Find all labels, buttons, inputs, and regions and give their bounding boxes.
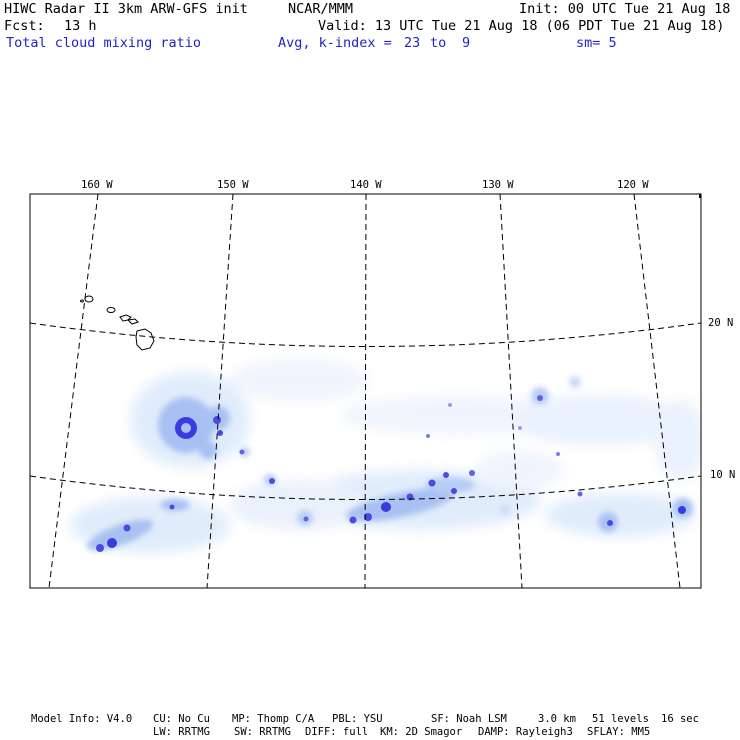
footer-resolution: 3.0 km bbox=[538, 713, 576, 725]
fcst-value: 13 h bbox=[64, 18, 97, 34]
fcst-label: Fcst: bbox=[4, 18, 45, 34]
lon-label-160w: 160 W bbox=[81, 179, 113, 191]
graticule-meridians bbox=[48, 194, 681, 588]
hawaii-islands bbox=[80, 295, 155, 351]
init-time: Init: 00 UTC Tue 21 Aug 18 bbox=[519, 1, 731, 17]
footer-sw: SW: RRTMG bbox=[234, 726, 291, 738]
footer-cu: CU: No Cu bbox=[153, 713, 210, 725]
k-index-to-word: to bbox=[430, 35, 447, 51]
lon-label-120w: 120 W bbox=[617, 179, 649, 191]
graticule-parallels bbox=[30, 322, 701, 500]
footer-damp: DAMP: Rayleigh3 bbox=[478, 726, 573, 738]
lon-label-140w: 140 W bbox=[350, 179, 382, 191]
map-frame bbox=[29, 193, 702, 589]
avg-k-index-label: Avg, k-index = bbox=[278, 35, 392, 51]
footer-sflay: SFLAY: MM5 bbox=[587, 726, 651, 738]
model-title: HIWC Radar II 3km ARW-GFS init bbox=[4, 1, 248, 17]
lon-label-130w: 130 W bbox=[482, 179, 514, 191]
footer-pbl: PBL: YSU bbox=[332, 713, 383, 725]
footer-mp: MP: Thomp C/A bbox=[232, 713, 315, 725]
org-label: NCAR/MMM bbox=[288, 1, 354, 17]
footer-km: KM: 2D Smagor bbox=[380, 726, 463, 738]
smoothing-label: sm= 5 bbox=[576, 35, 617, 51]
footer-diff: DIFF: full bbox=[305, 726, 369, 738]
map-field bbox=[30, 194, 701, 588]
valid-time: Valid: 13 UTC Tue 21 Aug 18 (06 PDT Tue … bbox=[318, 18, 725, 34]
k-index-to: 9 bbox=[462, 35, 471, 51]
lon-label-150w: 150 W bbox=[217, 179, 249, 191]
footer-lw: LW: RRTMG bbox=[153, 726, 210, 738]
footer-model-info: Model Info: V4.0 bbox=[31, 713, 133, 725]
footer-sf: SF: Noah LSM bbox=[431, 713, 507, 725]
field-name: Total cloud mixing ratio bbox=[6, 35, 202, 51]
lat-label-20n: 20 N bbox=[708, 317, 733, 329]
footer-levels: 51 levels bbox=[592, 713, 649, 725]
k-index-from: 23 bbox=[404, 35, 421, 51]
footer-timestep: 16 sec bbox=[661, 713, 699, 725]
frame-corner-mark bbox=[699, 194, 701, 198]
lat-label-10n: 10 N bbox=[710, 469, 735, 481]
